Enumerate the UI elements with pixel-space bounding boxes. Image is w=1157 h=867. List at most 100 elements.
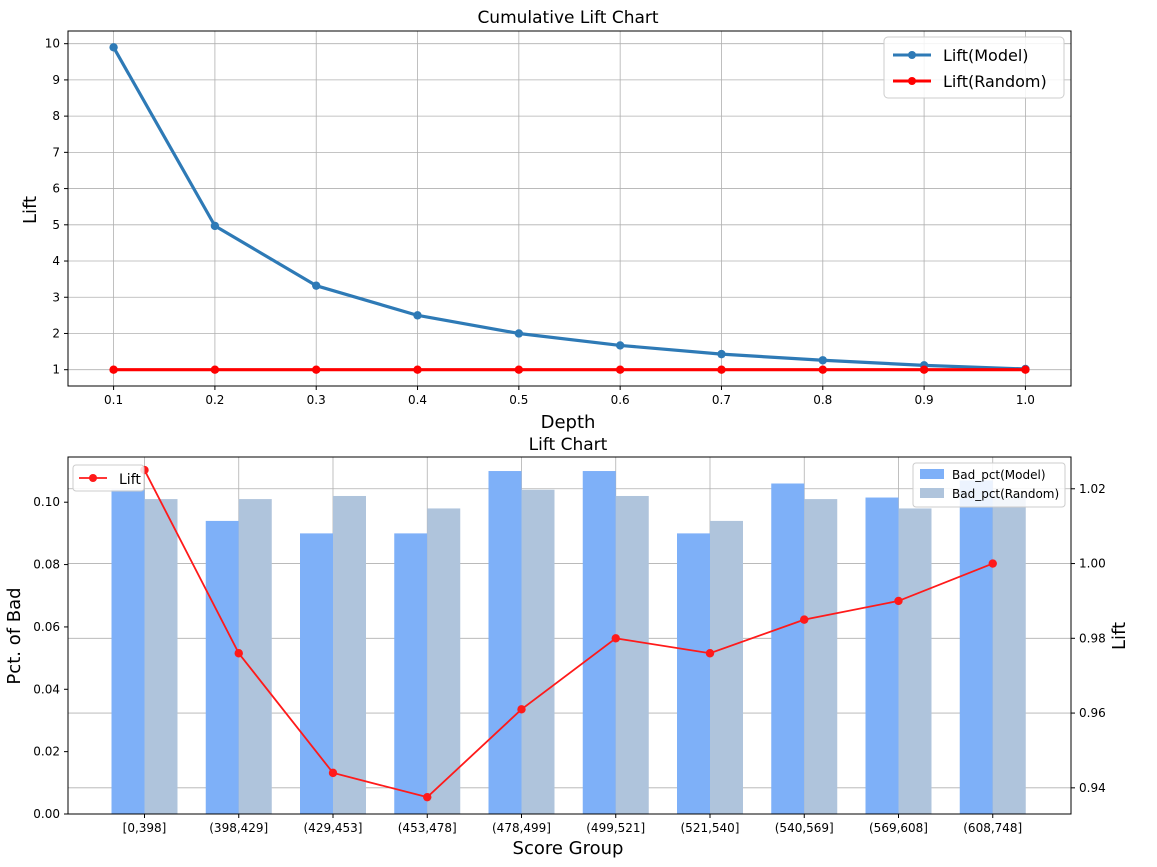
chart1-legend-label-random: Lift(Random): [943, 72, 1047, 91]
chart1-y-tick-label: 10: [45, 37, 60, 51]
chart2-bar-random: [898, 508, 932, 814]
chart1-point-random: [514, 365, 524, 374]
chart2-lift-line: [140, 465, 997, 802]
lift-chart: Lift Chart 0.00 0.02 0.04 0.06 0.08 0.10 0.94…: [4, 435, 1130, 859]
chart2-line-legend-box: [72, 464, 145, 492]
chart2-lift-point: [423, 792, 432, 802]
chart2-x-tick-label: (499,521]: [586, 821, 645, 835]
chart2-y-tick-label: 0.08: [33, 558, 60, 572]
chart2-bar-model: [488, 471, 522, 814]
chart2-bar-random: [710, 520, 743, 814]
chart2-line-legend: Lift: [72, 464, 145, 492]
chart2-legend-swatch-model: [920, 469, 944, 479]
chart2-bar-model: [300, 533, 333, 814]
chart1-legend-marker-model: [908, 51, 916, 59]
chart1-series: [109, 43, 1030, 374]
chart1-x-tick-label: 1.0: [1016, 393, 1035, 407]
chart2-x-tick-label: (569,608]: [869, 821, 928, 835]
chart1-y-tick-label: 2: [52, 326, 60, 340]
chart2-title: Lift Chart: [529, 435, 608, 455]
chart2-x-tick-label: (398,429]: [209, 821, 268, 835]
chart1-title: Cumulative Lift Chart: [477, 8, 658, 28]
chart1-point-model: [514, 329, 524, 338]
chart1-point-random: [818, 365, 827, 374]
chart2-lift-polyline: [143, 469, 994, 799]
chart2-bar-model: [394, 533, 428, 814]
chart2-bar-model: [111, 489, 145, 814]
cumulative-lift-chart: Cumulative Lift Chart 1 2 3 4 5 6 7 8 9 10 0.1 0.2…: [20, 8, 1072, 433]
chart2-lift-point: [328, 768, 338, 778]
chart2-bar-legend: Bad_pct(Model) Bad_pct(Random): [912, 462, 1066, 508]
chart1-point-random: [717, 365, 726, 374]
chart2-x-tick-label: (453,478]: [398, 821, 457, 835]
chart1-x-tick-label: 0.5: [509, 393, 528, 407]
chart1-y-tick-label: 8: [52, 109, 60, 123]
chart1-point-random: [919, 365, 929, 374]
chart1-frame: [67, 30, 1072, 387]
chart2-legend-label-lift: Lift: [119, 472, 141, 488]
chart2-bar-random: [427, 508, 461, 814]
chart2-frame: [67, 456, 1072, 815]
chart2-y2-tick-label: 1.02: [1079, 482, 1106, 496]
chart2-y-tick-label: 0.00: [33, 807, 60, 821]
chart2-x-ticks: [0,398] (398,429] (429,453] (453,478] (478,4…: [123, 814, 1022, 835]
chart1-point-random: [413, 365, 422, 374]
chart2-right-y-axis-label: Lift: [1109, 622, 1130, 650]
chart1-point-random: [109, 365, 118, 374]
chart1-y-tick-label: 1: [52, 363, 60, 377]
chart2-bars: [111, 471, 1026, 814]
chart2-x-axis-label: Score Group: [513, 838, 624, 859]
chart2-left-y-ticks: 0.00 0.02 0.04 0.06 0.08 0.10: [33, 495, 68, 821]
chart2-left-y-axis-label: Pct. of Bad: [4, 587, 25, 684]
chart1-point-model: [312, 281, 321, 290]
chart1-x-tick-label: 0.1: [104, 393, 123, 407]
chart2-bar-random: [992, 495, 1026, 814]
chart1-point-model: [210, 221, 220, 231]
chart1-y-tick-label: 6: [52, 182, 60, 196]
chart1-x-tick-label: 0.2: [205, 393, 224, 407]
chart1-point-model: [818, 356, 827, 365]
chart1-point-random: [1021, 365, 1030, 374]
chart1-x-tick-label: 0.9: [915, 393, 934, 407]
chart2-x-tick-label: (521,540]: [681, 821, 740, 835]
chart1-x-tick-label: 0.3: [307, 393, 326, 407]
chart2-y2-tick-label: 1.00: [1079, 557, 1106, 571]
chart2-legend-swatch-random: [920, 488, 944, 498]
chart1-point-random: [210, 365, 220, 374]
chart1-legend: Lift(Model) Lift(Random): [883, 36, 1065, 99]
chart2-bar-model: [677, 533, 710, 814]
chart1-point-model: [109, 43, 118, 52]
chart2-legend-label-random: Bad_pct(Random): [952, 487, 1059, 501]
chart2-bar-random: [521, 489, 555, 814]
chart2-y2-tick-label: 0.96: [1079, 706, 1106, 720]
chart1-x-tick-label: 0.6: [611, 393, 630, 407]
chart1-x-tick-label: 0.8: [813, 393, 832, 407]
chart2-legend-label-model: Bad_pct(Model): [952, 468, 1046, 482]
chart1-y-tick-label: 4: [52, 254, 60, 268]
chart2-bar-legend-box: [912, 462, 1066, 508]
chart2-y-tick-label: 0.10: [33, 495, 60, 509]
chart2-lift-point: [800, 615, 809, 624]
chart2-x-tick-label: (540,569]: [775, 821, 834, 835]
chart1-y-tick-label: 3: [52, 290, 60, 304]
chart1-legend-marker-random: [908, 77, 916, 85]
chart2-right-y-ticks: 0.94 0.96 0.98 1.00 1.02: [1071, 482, 1106, 795]
chart2-lift-point: [705, 649, 715, 658]
chart2-y2-tick-label: 0.94: [1079, 781, 1106, 795]
chart1-x-tick-label: 0.4: [408, 393, 427, 407]
chart1-y-tick-label: 5: [52, 218, 60, 232]
chart2-y2-tick-label: 0.98: [1079, 631, 1106, 645]
chart2-x-tick-label: (478,499]: [492, 821, 551, 835]
chart2-lift-point: [988, 559, 997, 568]
chart2-x-tick-label: (429,453]: [304, 821, 363, 835]
chart2-bar-random: [144, 499, 178, 814]
chart2-lift-point: [517, 705, 526, 714]
chart1-x-axis-label: Depth: [541, 412, 596, 433]
chart2-lift-point: [611, 634, 620, 643]
chart2-bar-random: [333, 495, 366, 814]
chart2-lift-point: [234, 649, 243, 658]
chart1-legend-box: [883, 36, 1065, 99]
chart2-y-tick-label: 0.06: [33, 620, 60, 634]
chart1-x-ticks: 0.1 0.2 0.3 0.4 0.5 0.6 0.7 0.8 0.9 1.0: [104, 386, 1035, 407]
